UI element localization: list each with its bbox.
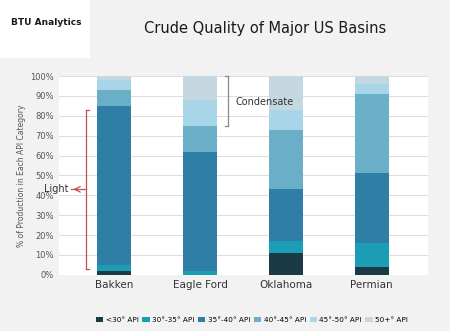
Legend: <30° API, 30°-35° API, 35°-40° API, 40°-45° API, 45°-50° API, 50+° API: <30° API, 30°-35° API, 35°-40° API, 40°-… bbox=[93, 314, 411, 326]
Bar bbox=[269, 76, 303, 110]
Bar bbox=[183, 152, 217, 271]
Bar bbox=[355, 267, 389, 275]
Bar bbox=[355, 84, 389, 94]
Bar bbox=[183, 76, 217, 100]
Bar bbox=[97, 76, 131, 80]
Text: Condensate: Condensate bbox=[235, 97, 293, 107]
Y-axis label: % of Production in Each API Category: % of Production in Each API Category bbox=[17, 104, 26, 247]
Bar bbox=[355, 173, 389, 243]
Bar bbox=[97, 271, 131, 275]
Bar bbox=[269, 241, 303, 253]
Bar bbox=[269, 189, 303, 241]
Text: BTU Analytics: BTU Analytics bbox=[11, 18, 82, 26]
Text: Light: Light bbox=[44, 184, 69, 194]
Bar bbox=[269, 253, 303, 275]
Bar bbox=[269, 110, 303, 130]
Bar bbox=[355, 243, 389, 267]
Bar bbox=[183, 126, 217, 152]
Bar bbox=[97, 80, 131, 90]
Bar bbox=[269, 130, 303, 189]
Bar bbox=[97, 106, 131, 265]
Bar bbox=[355, 76, 389, 84]
Text: Crude Quality of Major US Basins: Crude Quality of Major US Basins bbox=[144, 22, 387, 36]
Bar bbox=[97, 90, 131, 106]
FancyBboxPatch shape bbox=[0, 0, 90, 58]
Bar bbox=[183, 271, 217, 275]
Bar bbox=[97, 265, 131, 271]
Bar bbox=[355, 94, 389, 173]
Bar bbox=[183, 100, 217, 126]
